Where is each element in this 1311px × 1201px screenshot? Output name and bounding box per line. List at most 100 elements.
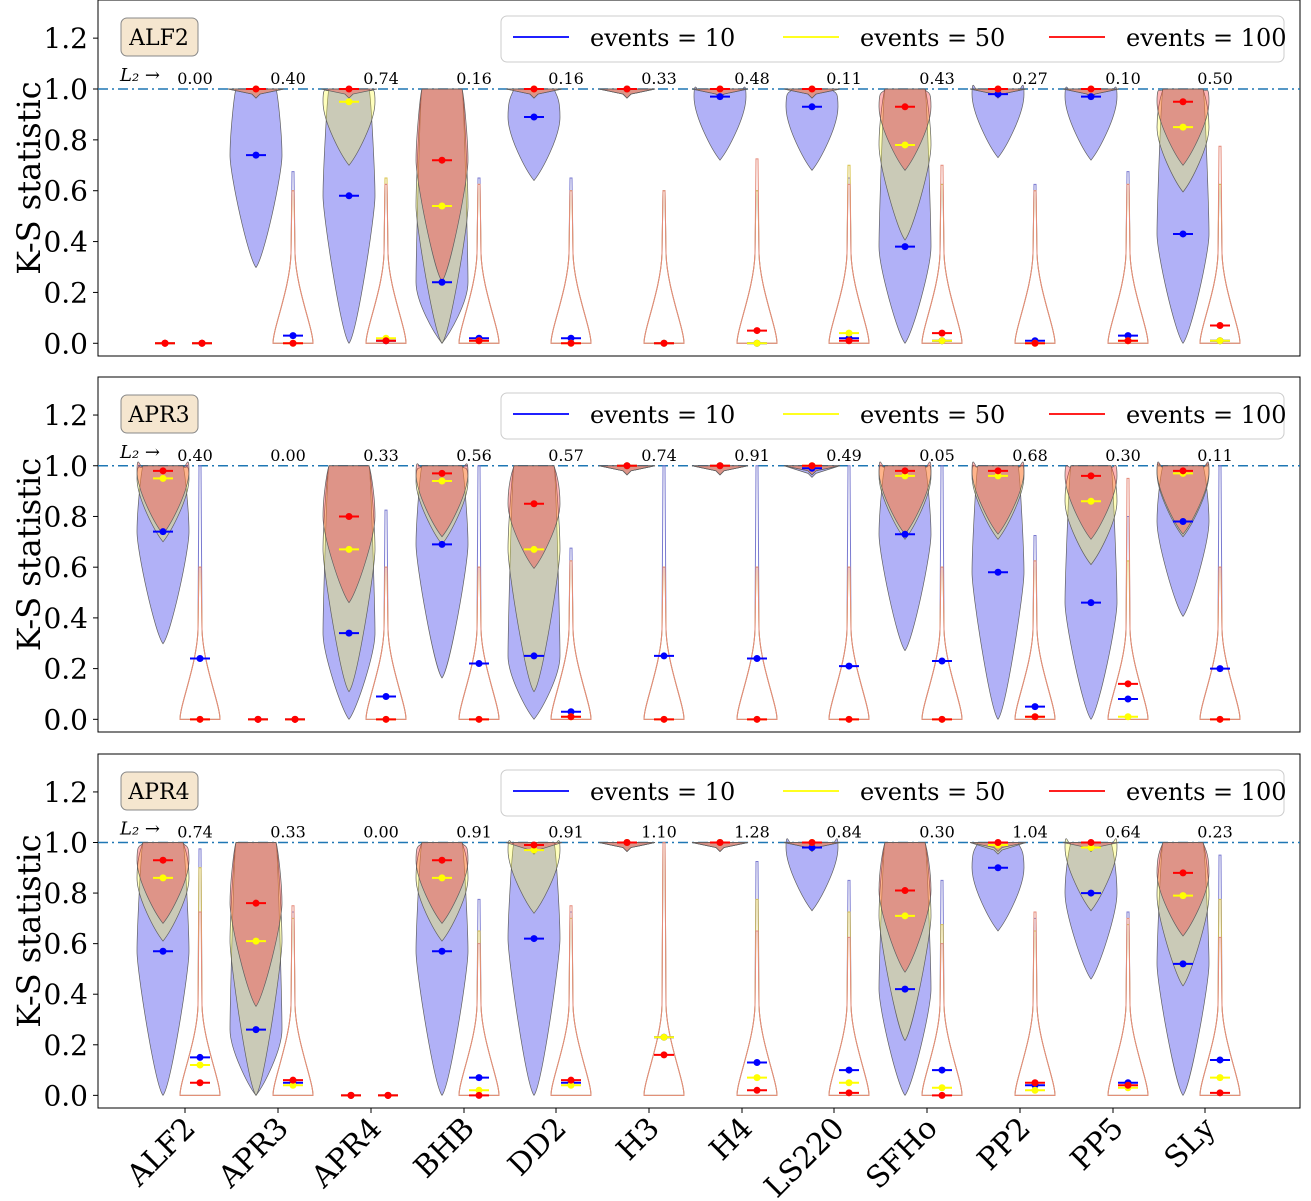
l2-value: 0.48 [734, 69, 770, 88]
median-point [1087, 472, 1095, 480]
violin-right-events-100 [1014, 190, 1056, 344]
l2-value: 1.04 [1012, 823, 1048, 842]
median-point [345, 512, 353, 520]
violin-right-events-10 [736, 190, 778, 344]
median-point [289, 332, 297, 340]
violin-right-events-100 [550, 905, 592, 1096]
violin-right-events-100 [828, 566, 870, 720]
legend-label: events = 50 [860, 778, 1005, 806]
violin-left-events-10 [507, 88, 561, 182]
median-point [716, 839, 724, 846]
l2-value: 0.00 [177, 69, 213, 88]
l2-value: 0.33 [270, 823, 306, 842]
legend-box [500, 769, 1285, 817]
y-tick-label: 0.2 [43, 653, 88, 686]
median-point [1179, 98, 1187, 106]
violin-right-events-100 [365, 566, 407, 720]
violin-left-events-100 [229, 842, 283, 1007]
median-point [716, 85, 724, 93]
violin-right-events-100 [736, 930, 778, 1096]
violin-group-sly: 0.11 [1156, 446, 1241, 723]
violin-left-events-100 [227, 88, 285, 99]
legend-label: events = 10 [590, 24, 735, 52]
violin-right-events-100 [458, 943, 500, 1096]
y-tick-label: 1.2 [43, 399, 88, 432]
violin-group-pp5: 0.64 [1062, 823, 1149, 1096]
violin-right-events-50 [458, 566, 500, 720]
median-point [994, 472, 1002, 480]
median-point [1124, 680, 1132, 688]
violin-left-events-100 [598, 842, 656, 853]
violin-group-bhb: 0.91 [415, 823, 500, 1099]
violin-left-events-100 [322, 465, 376, 604]
l2-value: 0.16 [456, 69, 492, 88]
violin-group-ls220: 0.49 [783, 446, 870, 723]
x-tick-label: DD2 [501, 1111, 573, 1183]
violin-group-h4: 0.91 [691, 446, 778, 723]
median-point [1087, 93, 1095, 101]
y-tick-label: 1.0 [43, 73, 88, 106]
median-point [252, 85, 260, 93]
y-tick-label: 0.4 [43, 226, 88, 259]
median-point [567, 713, 575, 721]
l2-value: 0.74 [363, 69, 399, 88]
median-point [438, 156, 446, 164]
legend-label: events = 100 [1126, 778, 1287, 806]
l2-value: 0.11 [826, 69, 862, 88]
y-tick-label: 0.8 [43, 500, 88, 533]
y-axis-label: K-S statistic [10, 834, 48, 1027]
median-point [161, 339, 169, 347]
median-point [1031, 713, 1039, 721]
l2-value: 0.27 [1012, 69, 1048, 88]
y-tick-label: 0.2 [43, 276, 88, 309]
violin-right-events-10 [828, 879, 870, 1096]
median-point [938, 1091, 946, 1099]
violin-right-events-100 [643, 842, 685, 1096]
median-point [345, 545, 353, 553]
violin-right-events-100 [365, 183, 407, 344]
panels-layer: 0.0 0.2 0.4 0.6 0.8 1.0 1.2 K-S statistic 0.00 0.… [10, 0, 1301, 1112]
violin-left-events-100 [415, 842, 469, 924]
violin-left-events-100 [415, 463, 469, 538]
median-point [1179, 960, 1187, 968]
violin-right-events-50 [1199, 566, 1241, 720]
violin-right-events-100 [272, 905, 314, 1096]
median-point [530, 85, 538, 93]
l2-value: 0.00 [363, 823, 399, 842]
median-point [660, 1051, 668, 1059]
median-point [289, 339, 297, 347]
median-point [845, 329, 853, 337]
l2-value: 0.57 [548, 446, 584, 465]
violin-group-pp5: 0.30 [1064, 446, 1149, 721]
violin-group-dd2: 0.91 [505, 823, 592, 1096]
violin-group-alf2: 0.00 [155, 69, 213, 347]
median-point [660, 339, 668, 347]
panel-alf2: 0.0 0.2 0.4 0.6 0.8 1.0 1.2 K-S statistic 0.00 0.… [10, 0, 1301, 360]
y-tick-label: 0.6 [43, 928, 88, 961]
violin-right-events-100 [643, 566, 685, 720]
median-point [753, 1086, 761, 1094]
median-point [901, 530, 909, 538]
violin-right-events-100 [736, 566, 778, 720]
median-point [994, 85, 1002, 93]
violin-group-alf2: 0.74 [136, 823, 221, 1096]
median-point [938, 657, 946, 665]
median-point [252, 899, 260, 907]
violin-group-apr4: 0.33 [322, 446, 407, 723]
median-point [660, 1033, 668, 1041]
x-tick-label: H4 [703, 1111, 760, 1168]
violin-right-events-100 [828, 936, 870, 1096]
median-point [1124, 337, 1132, 345]
violin-right-events-100 [921, 943, 963, 1096]
median-point [159, 856, 167, 864]
median-point [196, 1079, 204, 1087]
y-tick-label: 0.0 [43, 1079, 88, 1112]
median-point [901, 472, 909, 480]
violin-group-sfho: 0.43 [878, 69, 963, 345]
violin-group-ls220: 0.84 [783, 823, 870, 1097]
median-point [938, 329, 946, 337]
median-point [901, 912, 909, 920]
median-point [252, 1026, 260, 1034]
median-point [660, 715, 668, 723]
y-tick-label: 0.6 [43, 175, 88, 208]
